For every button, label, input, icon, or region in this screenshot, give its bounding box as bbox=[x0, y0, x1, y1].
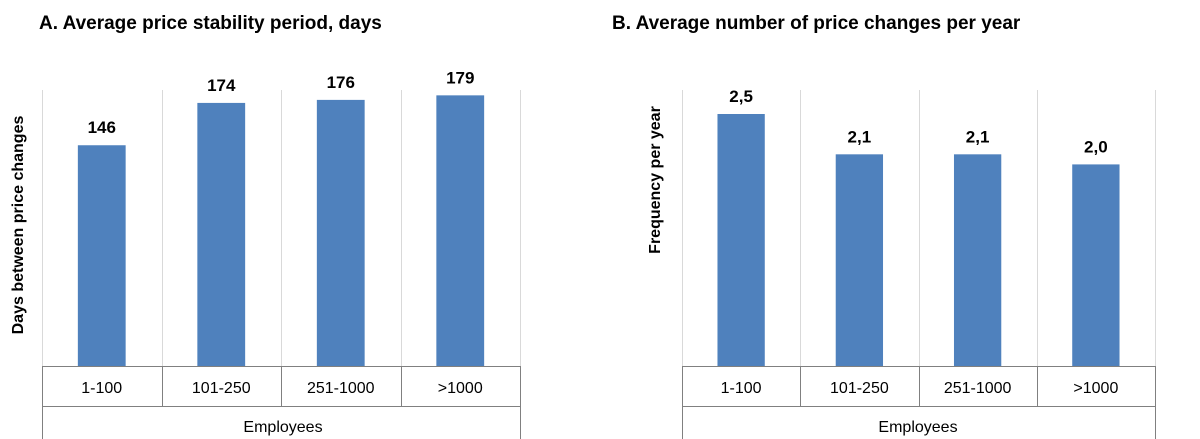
chart-a-data-labels: 146 174 176 179 bbox=[88, 68, 475, 137]
chart-a-xlabel: Employees bbox=[243, 419, 322, 436]
chart-a-grid bbox=[42, 90, 521, 439]
a-bar-2 bbox=[316, 99, 365, 366]
a-data-label-0: 146 bbox=[88, 118, 116, 137]
chart-b-title: B. Average number of price changes per y… bbox=[612, 13, 1021, 34]
a-data-label-2: 176 bbox=[327, 73, 355, 92]
a-bar-0 bbox=[77, 145, 126, 366]
chart-b-ylabel: Frequency per year bbox=[647, 106, 664, 254]
a-tick-label-3: >1000 bbox=[438, 380, 483, 397]
a-bar-3 bbox=[436, 95, 485, 367]
b-data-label-3: 2,0 bbox=[1084, 137, 1108, 156]
b-data-label-0: 2,5 bbox=[729, 87, 753, 106]
chart-a-ylabel: Days between price changes bbox=[10, 116, 27, 335]
b-bar-3 bbox=[1072, 164, 1120, 366]
b-data-label-2: 2,1 bbox=[966, 127, 990, 146]
chart-b-bars bbox=[717, 114, 1120, 366]
chart-b-grid bbox=[682, 90, 1156, 439]
chart-b: B. Average number of price changes per y… bbox=[612, 13, 1156, 439]
b-bar-0 bbox=[717, 114, 765, 366]
a-data-label-1: 174 bbox=[207, 76, 236, 95]
b-tick-label-0: 1-100 bbox=[721, 380, 762, 397]
a-tick-label-0: 1-100 bbox=[81, 380, 122, 397]
b-bar-2 bbox=[953, 154, 1002, 366]
b-bar-1 bbox=[835, 154, 884, 366]
chart-b-xlabel: Employees bbox=[878, 419, 957, 436]
a-data-label-3: 179 bbox=[446, 68, 474, 87]
b-tick-label-3: >1000 bbox=[1073, 380, 1118, 397]
chart-b-data-labels: 2,5 2,1 2,1 2,0 bbox=[729, 87, 1107, 156]
chart-b-ticks: 1-100 101-250 251-1000 >1000 bbox=[721, 380, 1119, 397]
chart-a-ticks: 1-100 101-250 251-1000 >1000 bbox=[81, 380, 483, 397]
chart-a: A. Average price stability period, days … bbox=[10, 13, 521, 439]
a-bar-1 bbox=[197, 102, 246, 367]
a-tick-label-1: 101-250 bbox=[192, 380, 251, 397]
b-tick-label-1: 101-250 bbox=[830, 380, 889, 397]
chart-a-bars bbox=[77, 95, 485, 367]
b-tick-label-2: 251-1000 bbox=[944, 380, 1012, 397]
a-tick-label-2: 251-1000 bbox=[307, 380, 375, 397]
chart-a-title: A. Average price stability period, days bbox=[39, 13, 382, 34]
b-data-label-1: 2,1 bbox=[848, 127, 872, 146]
